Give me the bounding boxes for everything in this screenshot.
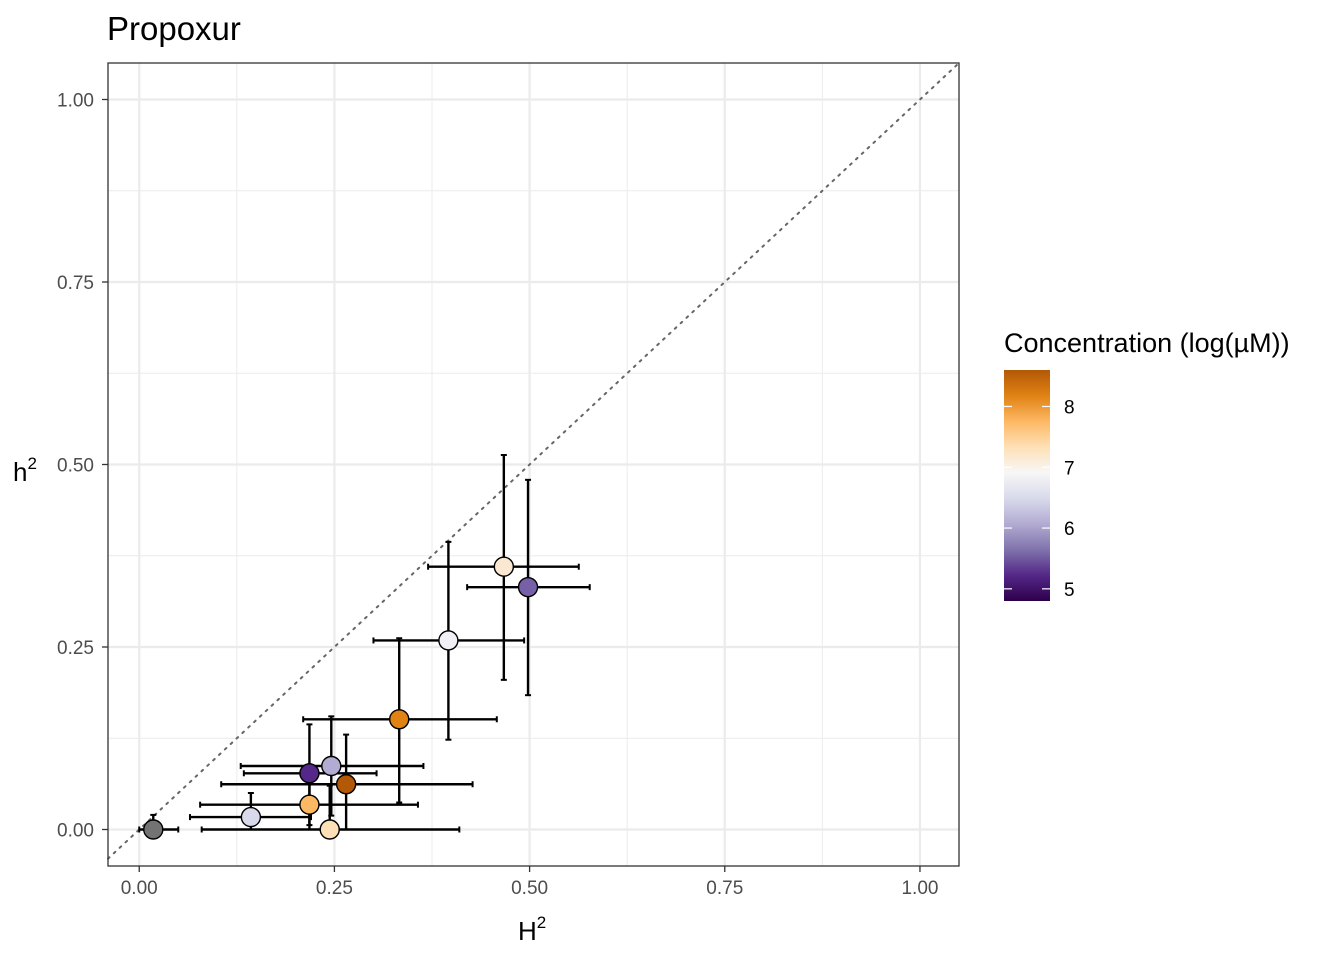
data-point — [319, 819, 340, 840]
data-point — [335, 774, 357, 795]
x-tick-label: 1.00 — [901, 878, 938, 899]
legend-title: Concentration (log(µM)) — [1004, 328, 1290, 358]
y-axis-title-base: h — [13, 457, 27, 487]
identity-reference-line — [107, 62, 960, 860]
y-axis-title: h2 — [13, 454, 37, 487]
data-point — [240, 806, 262, 828]
plot-panel — [107, 62, 960, 867]
data-point — [517, 576, 539, 598]
data-points — [143, 556, 539, 840]
data-point — [299, 794, 320, 815]
x-tick-label: 0.50 — [511, 878, 548, 899]
y-tick-label: 0.25 — [57, 638, 94, 659]
y-tick-label: 0.00 — [57, 821, 94, 842]
colorbar-tick-label: 8 — [1064, 397, 1075, 418]
x-axis-title-base: H — [518, 916, 537, 946]
data-point — [389, 709, 410, 730]
data-point — [493, 556, 515, 577]
data-point — [143, 819, 164, 840]
data-point — [438, 630, 459, 651]
data-point — [299, 763, 320, 784]
colorbar — [1004, 370, 1050, 601]
x-tick-label: 0.25 — [316, 878, 353, 899]
chart-title: Propoxur — [107, 10, 241, 47]
y-axis-title-sup: 2 — [27, 454, 36, 473]
x-tick-label: 0.00 — [121, 878, 158, 899]
x-axis-title-sup: 2 — [537, 913, 546, 932]
x-axis: 0.00 0.25 0.50 0.75 1.00 — [121, 866, 938, 899]
colorbar-tick-label: 5 — [1064, 580, 1075, 601]
y-tick-label: 0.50 — [57, 456, 94, 477]
colorbar-tick-label: 7 — [1064, 458, 1075, 479]
colorbar-ticks: 5 6 7 8 — [1004, 397, 1075, 601]
colorbar-tick-label: 6 — [1064, 519, 1075, 540]
legend: Concentration (log(µM)) 5 6 7 8 — [1004, 328, 1290, 601]
y-axis: 0.00 0.25 0.50 0.75 1.00 — [57, 91, 108, 842]
y-tick-label: 0.75 — [57, 273, 94, 294]
y-tick-label: 1.00 — [57, 91, 94, 112]
x-axis-title: H2 — [518, 913, 546, 946]
x-tick-label: 0.75 — [706, 878, 743, 899]
data-point — [321, 755, 342, 777]
